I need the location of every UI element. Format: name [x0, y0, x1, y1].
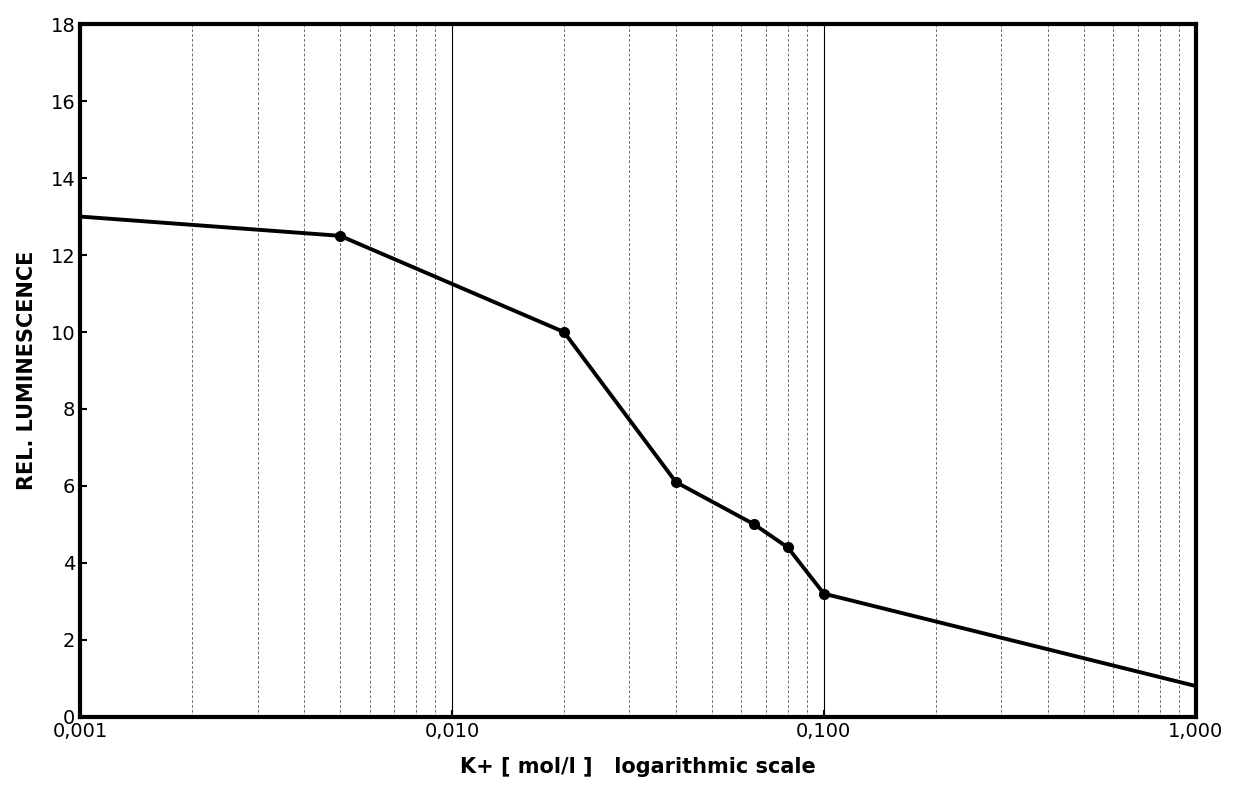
X-axis label: K+ [ mol/l ]   logarithmic scale: K+ [ mol/l ] logarithmic scale — [460, 757, 816, 777]
Y-axis label: REL. LUMINESCENCE: REL. LUMINESCENCE — [16, 251, 37, 490]
